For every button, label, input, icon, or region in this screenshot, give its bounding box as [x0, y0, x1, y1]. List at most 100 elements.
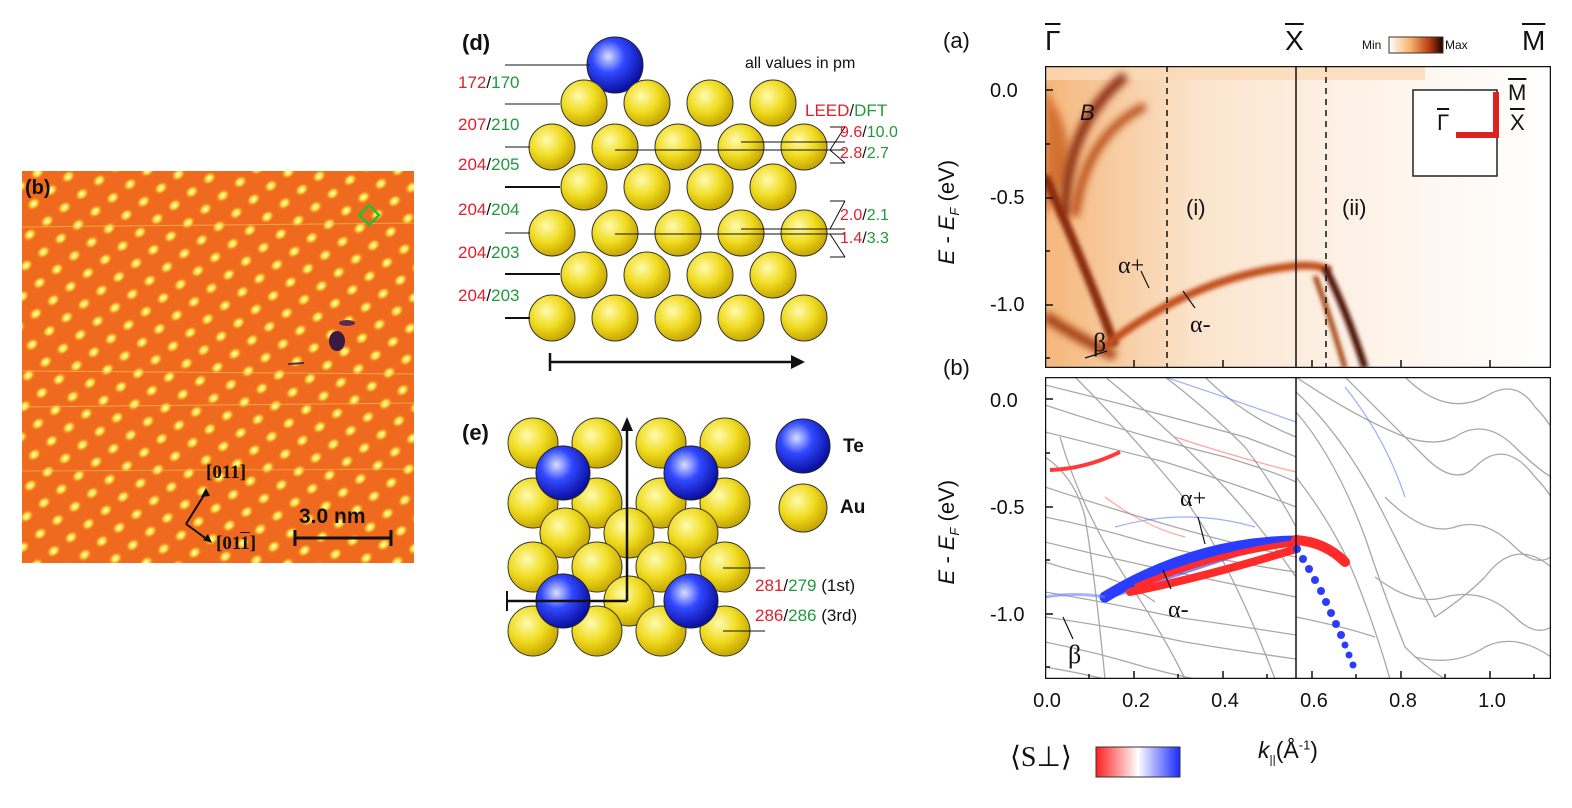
dft-xlabel-unit: (Å — [1275, 737, 1299, 763]
spacing-dft: 204 — [491, 200, 520, 219]
bz-path — [1456, 92, 1499, 138]
au-atom — [571, 417, 623, 469]
spacing-leed: 204 — [458, 286, 487, 305]
buckling-2: 2.8/2.7 — [840, 145, 889, 162]
dft-alpha-minus: α- — [1168, 597, 1189, 623]
buckling-dft: 2.7 — [866, 145, 889, 162]
units-note: all values in pm — [745, 55, 856, 72]
au-atom — [654, 209, 702, 257]
te-legend-icon — [775, 418, 831, 474]
au-atom — [507, 541, 559, 593]
au-atom — [571, 605, 623, 657]
buckling-leed: 2.0 — [840, 207, 863, 224]
spacing-dft: 205 — [491, 155, 520, 174]
te-legend-label: Te — [843, 436, 864, 457]
band-b-label: B — [1080, 100, 1095, 125]
au-atom — [654, 123, 702, 171]
spacing-leed: 204 — [458, 243, 487, 262]
dft-xtick: 0.8 — [1389, 690, 1417, 712]
region-ii-label: (ii) — [1342, 195, 1367, 220]
au-atom — [591, 294, 639, 342]
distance-leed: 286 — [755, 606, 784, 625]
au-legend-icon — [778, 483, 828, 533]
direction-01-1bar-close: ] — [249, 533, 257, 554]
atom-legend-symbols — [775, 418, 831, 533]
layer-spacing-1: 172/170 — [458, 73, 520, 92]
buckling-3: 2.0/2.1 — [840, 207, 889, 224]
au-atom — [780, 294, 828, 342]
inset-m: M — [1508, 80, 1527, 105]
au-atom — [717, 123, 765, 171]
buckling-dft: 10.0 — [866, 124, 898, 141]
leed-dft-legend: LEED/DFT — [805, 101, 887, 121]
arpes-alpha-minus: α- — [1190, 312, 1211, 338]
k-x-label: X — [1285, 25, 1304, 56]
dft-ytick: 0.0 — [990, 390, 1018, 412]
spacing-dft: 203 — [491, 243, 520, 262]
au-atom — [603, 507, 655, 559]
au-atom — [749, 251, 797, 299]
arpes-ylabel-e: E - E — [933, 215, 959, 265]
dft-xtick: 0.6 — [1300, 690, 1328, 712]
direction-01-1bar-open: [01 — [216, 533, 241, 554]
layer-spacing-2: 207/210 — [458, 115, 520, 134]
distance-leed: 281 — [755, 576, 784, 595]
top-view-model — [506, 417, 765, 657]
dft-ylabel-unit: (eV) — [933, 479, 959, 528]
au-atom — [591, 209, 639, 257]
colorbar-max: Max — [1445, 38, 1468, 52]
te-atom — [663, 445, 719, 501]
au-atom — [560, 251, 608, 299]
spin-legend-label: ⟨S⊥⟩ — [1010, 742, 1072, 773]
arpes-ticks — [1045, 89, 1491, 368]
stm-panel-label: (b) — [25, 177, 51, 199]
au-atom — [699, 417, 751, 469]
buckling-1: 9.6/10.0 — [840, 124, 898, 141]
inset-x: X — [1510, 110, 1525, 135]
spacing-leed: 172 — [458, 73, 487, 92]
scalebar — [293, 530, 393, 546]
au-atom — [571, 477, 623, 529]
dft-xlabel-close: ) — [1310, 737, 1318, 763]
spacing-leed: 207 — [458, 115, 487, 134]
layer-spacing-5: 204/203 — [458, 243, 520, 262]
distance-layer: (1st) — [821, 576, 856, 595]
arpes-ylabel-unit: (eV) — [933, 159, 959, 208]
au-atom — [623, 163, 671, 211]
dft-ytick: -0.5 — [990, 497, 1025, 519]
alpha-minus-band — [1126, 545, 1300, 596]
au-atom — [686, 251, 734, 299]
spacing-dft: 170 — [491, 73, 520, 92]
side-view-panel-label: (d) — [462, 30, 491, 55]
direction-01-1bar: [011] — [216, 533, 256, 555]
dft-bands — [1045, 377, 1551, 679]
au-atom — [686, 79, 734, 127]
dft-xlabel-k: k — [1258, 737, 1270, 763]
spin-colorbar — [1095, 746, 1181, 778]
arpes-ylabel: E - EF (eV) — [934, 112, 962, 312]
distance-dft: 286 — [788, 606, 817, 625]
au-atom — [560, 163, 608, 211]
buckling-leed: 1.4 — [840, 230, 863, 247]
direction-01-1bar-digit: 1 — [240, 533, 250, 554]
au-atom — [686, 163, 734, 211]
unit-cell-marker — [357, 203, 381, 227]
au-atom — [560, 79, 608, 127]
dft-ytick: -1.0 — [990, 604, 1025, 626]
nn-distance-3rd: 286/286 (3rd) — [755, 606, 858, 625]
k-gamma-label: Γ — [1045, 25, 1061, 56]
buckling-4: 1.4/3.3 — [840, 230, 889, 247]
au-atom — [654, 294, 702, 342]
buckling-dft: 2.1 — [866, 207, 889, 224]
au-atom — [528, 123, 576, 171]
au-atom — [699, 477, 751, 529]
au-atom — [623, 79, 671, 127]
au-atom — [749, 79, 797, 127]
au-atom — [623, 251, 671, 299]
alpha-plus-band — [1099, 535, 1302, 603]
nn-distance-1st: 281/279 (1st) — [755, 576, 856, 595]
dft-ylabel: E - EF (eV) — [934, 432, 962, 632]
arpes-ylabel-sub: F — [947, 207, 963, 216]
dft-xlabel-exp: -1 — [1298, 737, 1311, 753]
au-atom — [571, 541, 623, 593]
